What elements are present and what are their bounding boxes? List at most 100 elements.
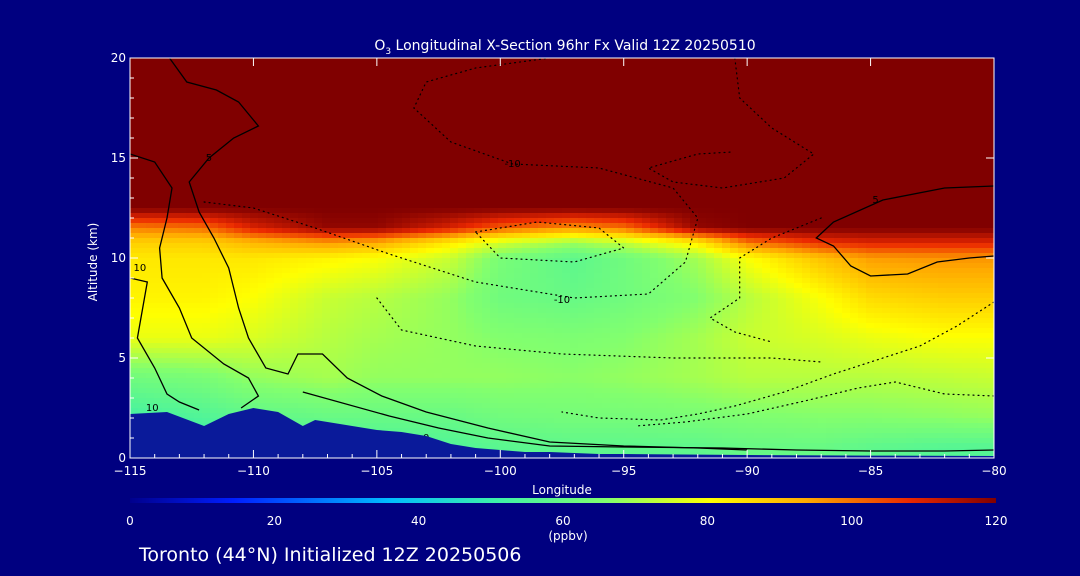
heatmap-cell bbox=[954, 273, 963, 279]
heatmap-cell bbox=[922, 118, 931, 124]
heatmap-cell bbox=[282, 233, 291, 239]
heatmap-cell bbox=[978, 178, 987, 184]
heatmap-cell bbox=[530, 228, 539, 234]
heatmap-cell bbox=[266, 148, 275, 154]
heatmap-cell bbox=[226, 88, 235, 94]
heatmap-cell bbox=[826, 173, 835, 179]
heatmap-cell bbox=[546, 143, 555, 149]
heatmap-cell bbox=[634, 143, 643, 149]
heatmap-cell bbox=[354, 88, 363, 94]
heatmap-cell bbox=[218, 273, 227, 279]
heatmap-cell bbox=[290, 133, 299, 139]
heatmap-cell bbox=[178, 278, 187, 284]
heatmap-cell bbox=[250, 123, 259, 129]
heatmap-cell bbox=[274, 233, 283, 239]
heatmap-cell bbox=[762, 103, 771, 109]
heatmap-cell bbox=[946, 218, 955, 224]
heatmap-cell bbox=[546, 188, 555, 194]
heatmap-cell bbox=[802, 218, 811, 224]
heatmap-cell bbox=[642, 273, 651, 279]
heatmap-cell bbox=[282, 98, 291, 104]
heatmap-cell bbox=[522, 158, 531, 164]
heatmap-cell bbox=[978, 123, 987, 129]
heatmap-cell bbox=[754, 143, 763, 149]
heatmap-cell bbox=[210, 138, 219, 144]
heatmap-cell bbox=[610, 243, 619, 249]
heatmap-cell bbox=[706, 153, 715, 159]
heatmap-cell bbox=[754, 268, 763, 274]
heatmap-cell bbox=[202, 183, 211, 189]
heatmap-cell bbox=[930, 173, 939, 179]
heatmap-cell bbox=[154, 138, 163, 144]
heatmap-cell bbox=[658, 153, 667, 159]
heatmap-cell bbox=[210, 88, 219, 94]
heatmap-cell bbox=[930, 203, 939, 209]
heatmap-cell bbox=[642, 68, 651, 74]
heatmap-cell bbox=[842, 253, 851, 259]
heatmap-cell bbox=[298, 158, 307, 164]
heatmap-cell bbox=[730, 283, 739, 289]
heatmap-cell bbox=[194, 133, 203, 139]
heatmap-cell bbox=[642, 258, 651, 264]
heatmap-cell bbox=[418, 73, 427, 79]
heatmap-cell bbox=[218, 93, 227, 99]
heatmap-cell bbox=[154, 198, 163, 204]
heatmap-cell bbox=[130, 168, 139, 174]
heatmap-cell bbox=[882, 73, 891, 79]
heatmap-cell bbox=[154, 133, 163, 139]
heatmap-cell bbox=[978, 268, 987, 274]
heatmap-cell bbox=[298, 153, 307, 159]
heatmap-cell bbox=[954, 138, 963, 144]
heatmap-cell bbox=[362, 243, 371, 249]
heatmap-cell bbox=[506, 118, 515, 124]
heatmap-cell bbox=[858, 153, 867, 159]
heatmap-cell bbox=[954, 143, 963, 149]
heatmap-cell bbox=[226, 238, 235, 244]
heatmap-cell bbox=[554, 83, 563, 89]
heatmap-cell bbox=[690, 253, 699, 259]
heatmap-cell bbox=[882, 88, 891, 94]
heatmap-cell bbox=[546, 118, 555, 124]
heatmap-cell bbox=[322, 163, 331, 169]
heatmap-cell bbox=[674, 243, 683, 249]
heatmap-cell bbox=[554, 278, 563, 284]
heatmap-cell bbox=[410, 128, 419, 134]
heatmap-cell bbox=[330, 143, 339, 149]
heatmap-cell bbox=[378, 198, 387, 204]
heatmap-cell bbox=[298, 133, 307, 139]
heatmap-cell bbox=[194, 173, 203, 179]
heatmap-cell bbox=[346, 83, 355, 89]
heatmap-cell bbox=[842, 228, 851, 234]
heatmap-cell bbox=[890, 73, 899, 79]
heatmap-cell bbox=[466, 163, 475, 169]
heatmap-cell bbox=[394, 278, 403, 284]
heatmap-cell bbox=[642, 63, 651, 69]
heatmap-cell bbox=[834, 188, 843, 194]
heatmap-cell bbox=[602, 58, 611, 64]
heatmap-cell bbox=[914, 133, 923, 139]
heatmap-cell bbox=[146, 168, 155, 174]
heatmap-cell bbox=[986, 193, 994, 199]
heatmap-cell bbox=[922, 158, 931, 164]
heatmap-cell bbox=[714, 233, 723, 239]
heatmap-cell bbox=[234, 98, 243, 104]
heatmap-cell bbox=[986, 273, 994, 279]
heatmap-cell bbox=[554, 93, 563, 99]
heatmap-cell bbox=[274, 148, 283, 154]
heatmap-cell bbox=[986, 178, 994, 184]
heatmap-cell bbox=[234, 223, 243, 229]
heatmap-cell bbox=[770, 243, 779, 249]
heatmap-cell bbox=[730, 203, 739, 209]
heatmap-cell bbox=[402, 168, 411, 174]
heatmap-cell bbox=[906, 198, 915, 204]
heatmap-cell bbox=[906, 228, 915, 234]
heatmap-cell bbox=[450, 268, 459, 274]
heatmap-cell bbox=[746, 218, 755, 224]
heatmap-cell bbox=[866, 103, 875, 109]
heatmap-cell bbox=[202, 193, 211, 199]
heatmap-cell bbox=[570, 198, 579, 204]
heatmap-cell bbox=[978, 183, 987, 189]
heatmap-cell bbox=[194, 108, 203, 114]
heatmap-cell bbox=[378, 263, 387, 269]
heatmap-cell bbox=[394, 268, 403, 274]
